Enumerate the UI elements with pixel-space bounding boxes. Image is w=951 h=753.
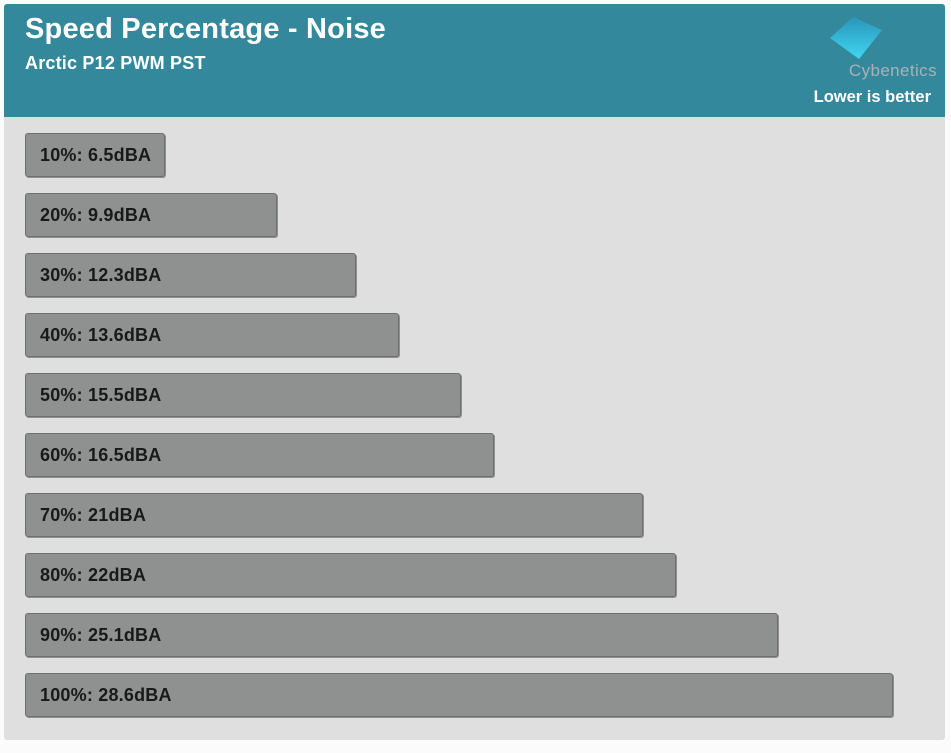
bar: 90%: 25.1dBA [25, 613, 778, 657]
page-subtitle: Arctic P12 PWM PST [25, 53, 206, 73]
bar-label: 20%: 9.9dBA [40, 204, 152, 225]
bar-label: 10%: 6.5dBA [40, 144, 152, 165]
bar: 30%: 12.3dBA [25, 253, 356, 297]
bar: 70%: 21dBA [25, 493, 643, 537]
bar: 20%: 9.9dBA [25, 193, 277, 237]
bar-label: 30%: 12.3dBA [40, 264, 162, 285]
cybenetics-logo-icon [830, 17, 882, 59]
page-title: Speed Percentage - Noise [25, 13, 386, 45]
bar-label: 60%: 16.5dBA [40, 444, 162, 465]
bar: 80%: 22dBA [25, 553, 676, 597]
bar-label: 90%: 25.1dBA [40, 624, 162, 645]
brand-name: Cybenetics [848, 61, 937, 80]
brand-block: Cybenetics Lower is better [810, 10, 937, 107]
bar-label: 80%: 22dBA [40, 564, 147, 585]
chart-card: Speed Percentage - Noise Arctic P12 PWM … [4, 4, 945, 740]
bar-label: 70%: 21dBA [40, 504, 147, 525]
bar-label: 40%: 13.6dBA [40, 324, 162, 345]
bar-label: 100%: 28.6dBA [40, 684, 172, 705]
bar: 100%: 28.6dBA [25, 673, 893, 717]
bar: 60%: 16.5dBA [25, 433, 494, 477]
bar-label: 50%: 15.5dBA [40, 384, 162, 405]
bar-chart: 10%: 6.5dBA 20%: 9.9dBA 30%: 12.3dBA 40%: 1… [4, 117, 945, 740]
bar: 40%: 13.6dBA [25, 313, 399, 357]
lower-is-better-note: Lower is better [813, 88, 931, 106]
chart-header: Speed Percentage - Noise Arctic P12 PWM … [4, 4, 945, 117]
bar: 50%: 15.5dBA [25, 373, 461, 417]
bar: 10%: 6.5dBA [25, 133, 165, 177]
